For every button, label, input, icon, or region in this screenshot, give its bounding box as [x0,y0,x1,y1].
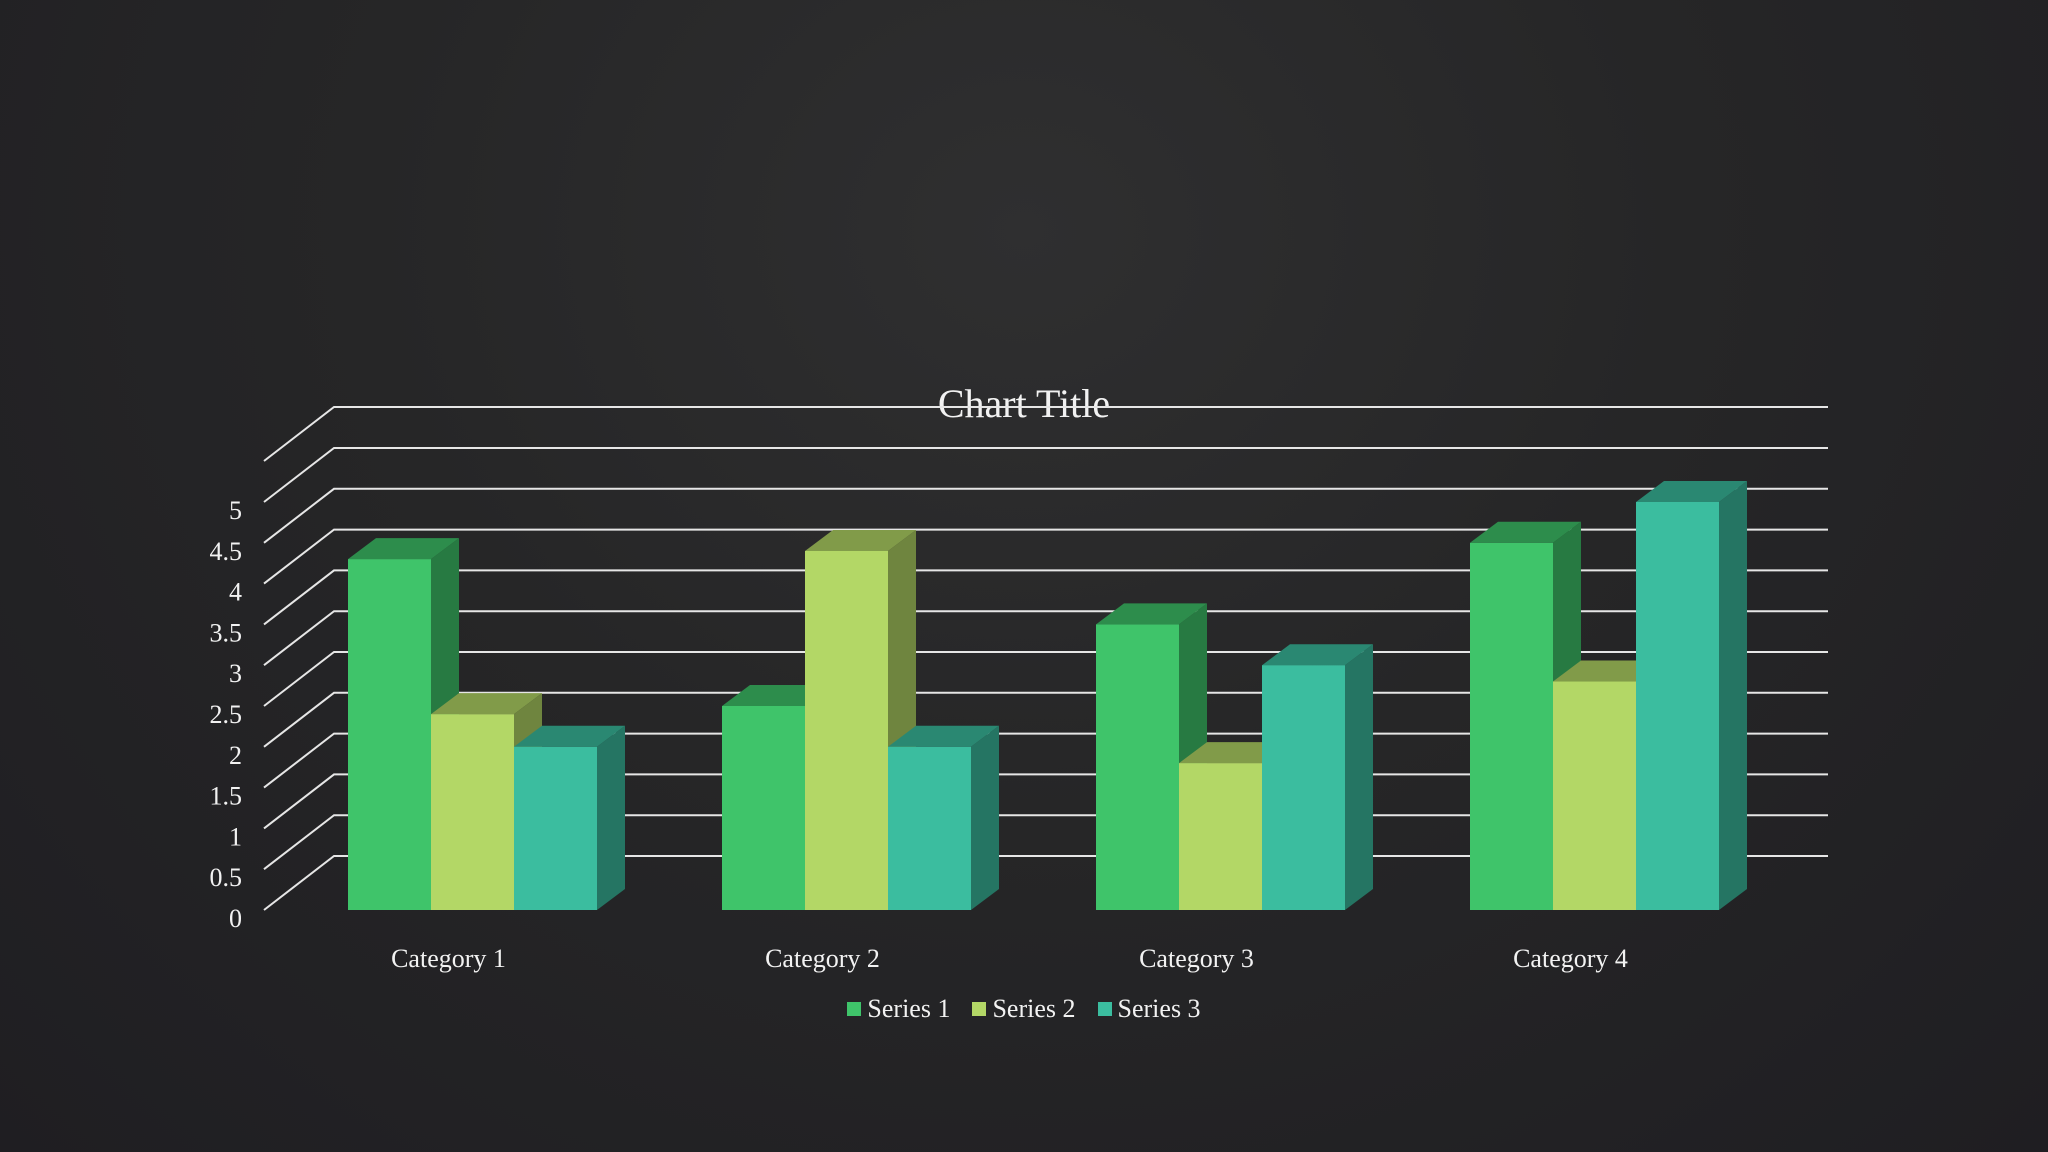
legend-item: Series 3 [1097,994,1201,1024]
bar-side [597,725,625,910]
bar [1636,481,1747,910]
legend-item: Series 2 [972,994,1076,1024]
bar-front [1553,681,1636,910]
bar [514,725,625,910]
bar [888,725,999,910]
gridlines [263,406,1828,911]
bar-front [431,714,514,910]
bar-front [1636,502,1719,910]
bar-top [888,725,999,747]
bar-front [1179,763,1262,910]
legend-swatch [847,1002,862,1016]
legend-label: Series 2 [992,994,1076,1023]
chart-legend: Series 1 Series 2 Series 3 [0,994,2048,1024]
bar-side [1345,644,1373,910]
bar-front [514,746,597,910]
bars [348,481,1747,910]
bar-top [431,693,542,715]
y-tick-label: 3 [229,659,242,688]
y-tick-label: 4.5 [210,537,243,566]
x-axis-labels: Category 1 Category 2 Category 3 Category 4 [391,944,1628,973]
chart-title: Chart Title [937,381,1111,426]
bar-top [348,538,459,560]
bar-top [1470,521,1581,543]
bar-front [805,550,888,910]
bar-top [1096,603,1207,625]
gridline [263,447,1828,503]
y-tick-label: 5 [229,496,242,525]
gridline [263,569,1828,626]
bar-side [1719,481,1747,910]
category-label: Category 4 [1513,944,1628,973]
bar-front [1096,624,1179,910]
legend-label: Series 3 [1117,994,1201,1023]
y-tick-label: 0.5 [210,863,243,892]
legend-label: Series 1 [867,994,951,1023]
gridline [263,487,1828,544]
bar-front [348,559,431,910]
y-tick-label: 0 [229,904,242,933]
bar-top [1262,644,1373,666]
bar-top [805,529,916,551]
category-label: Category 2 [765,944,880,973]
bar [1262,644,1373,910]
legend-swatch [972,1002,987,1016]
y-axis-ticks: 0 0.5 1 1.5 2 2.5 3 3.5 4 4.5 5 [210,496,243,933]
gridline [263,528,1828,585]
category-label: Category 1 [391,944,506,973]
legend-swatch [1097,1002,1112,1016]
bar-front [1470,542,1553,910]
gridline [263,406,1828,462]
y-tick-label: 3.5 [210,618,243,647]
bar-side [971,725,999,910]
bar-top [1636,481,1747,502]
y-tick-label: 2.5 [210,700,243,729]
y-tick-label: 4 [229,578,242,607]
bar-front [1262,665,1345,910]
bar-top [514,725,625,747]
bar-front [888,746,971,910]
y-tick-label: 2 [229,741,242,770]
gridline [263,610,1828,666]
bar-front [722,706,805,910]
y-tick-label: 1.5 [210,782,243,811]
y-tick-label: 1 [229,822,242,851]
category-label: Category 3 [1139,944,1254,973]
legend-item: Series 1 [847,994,950,1024]
